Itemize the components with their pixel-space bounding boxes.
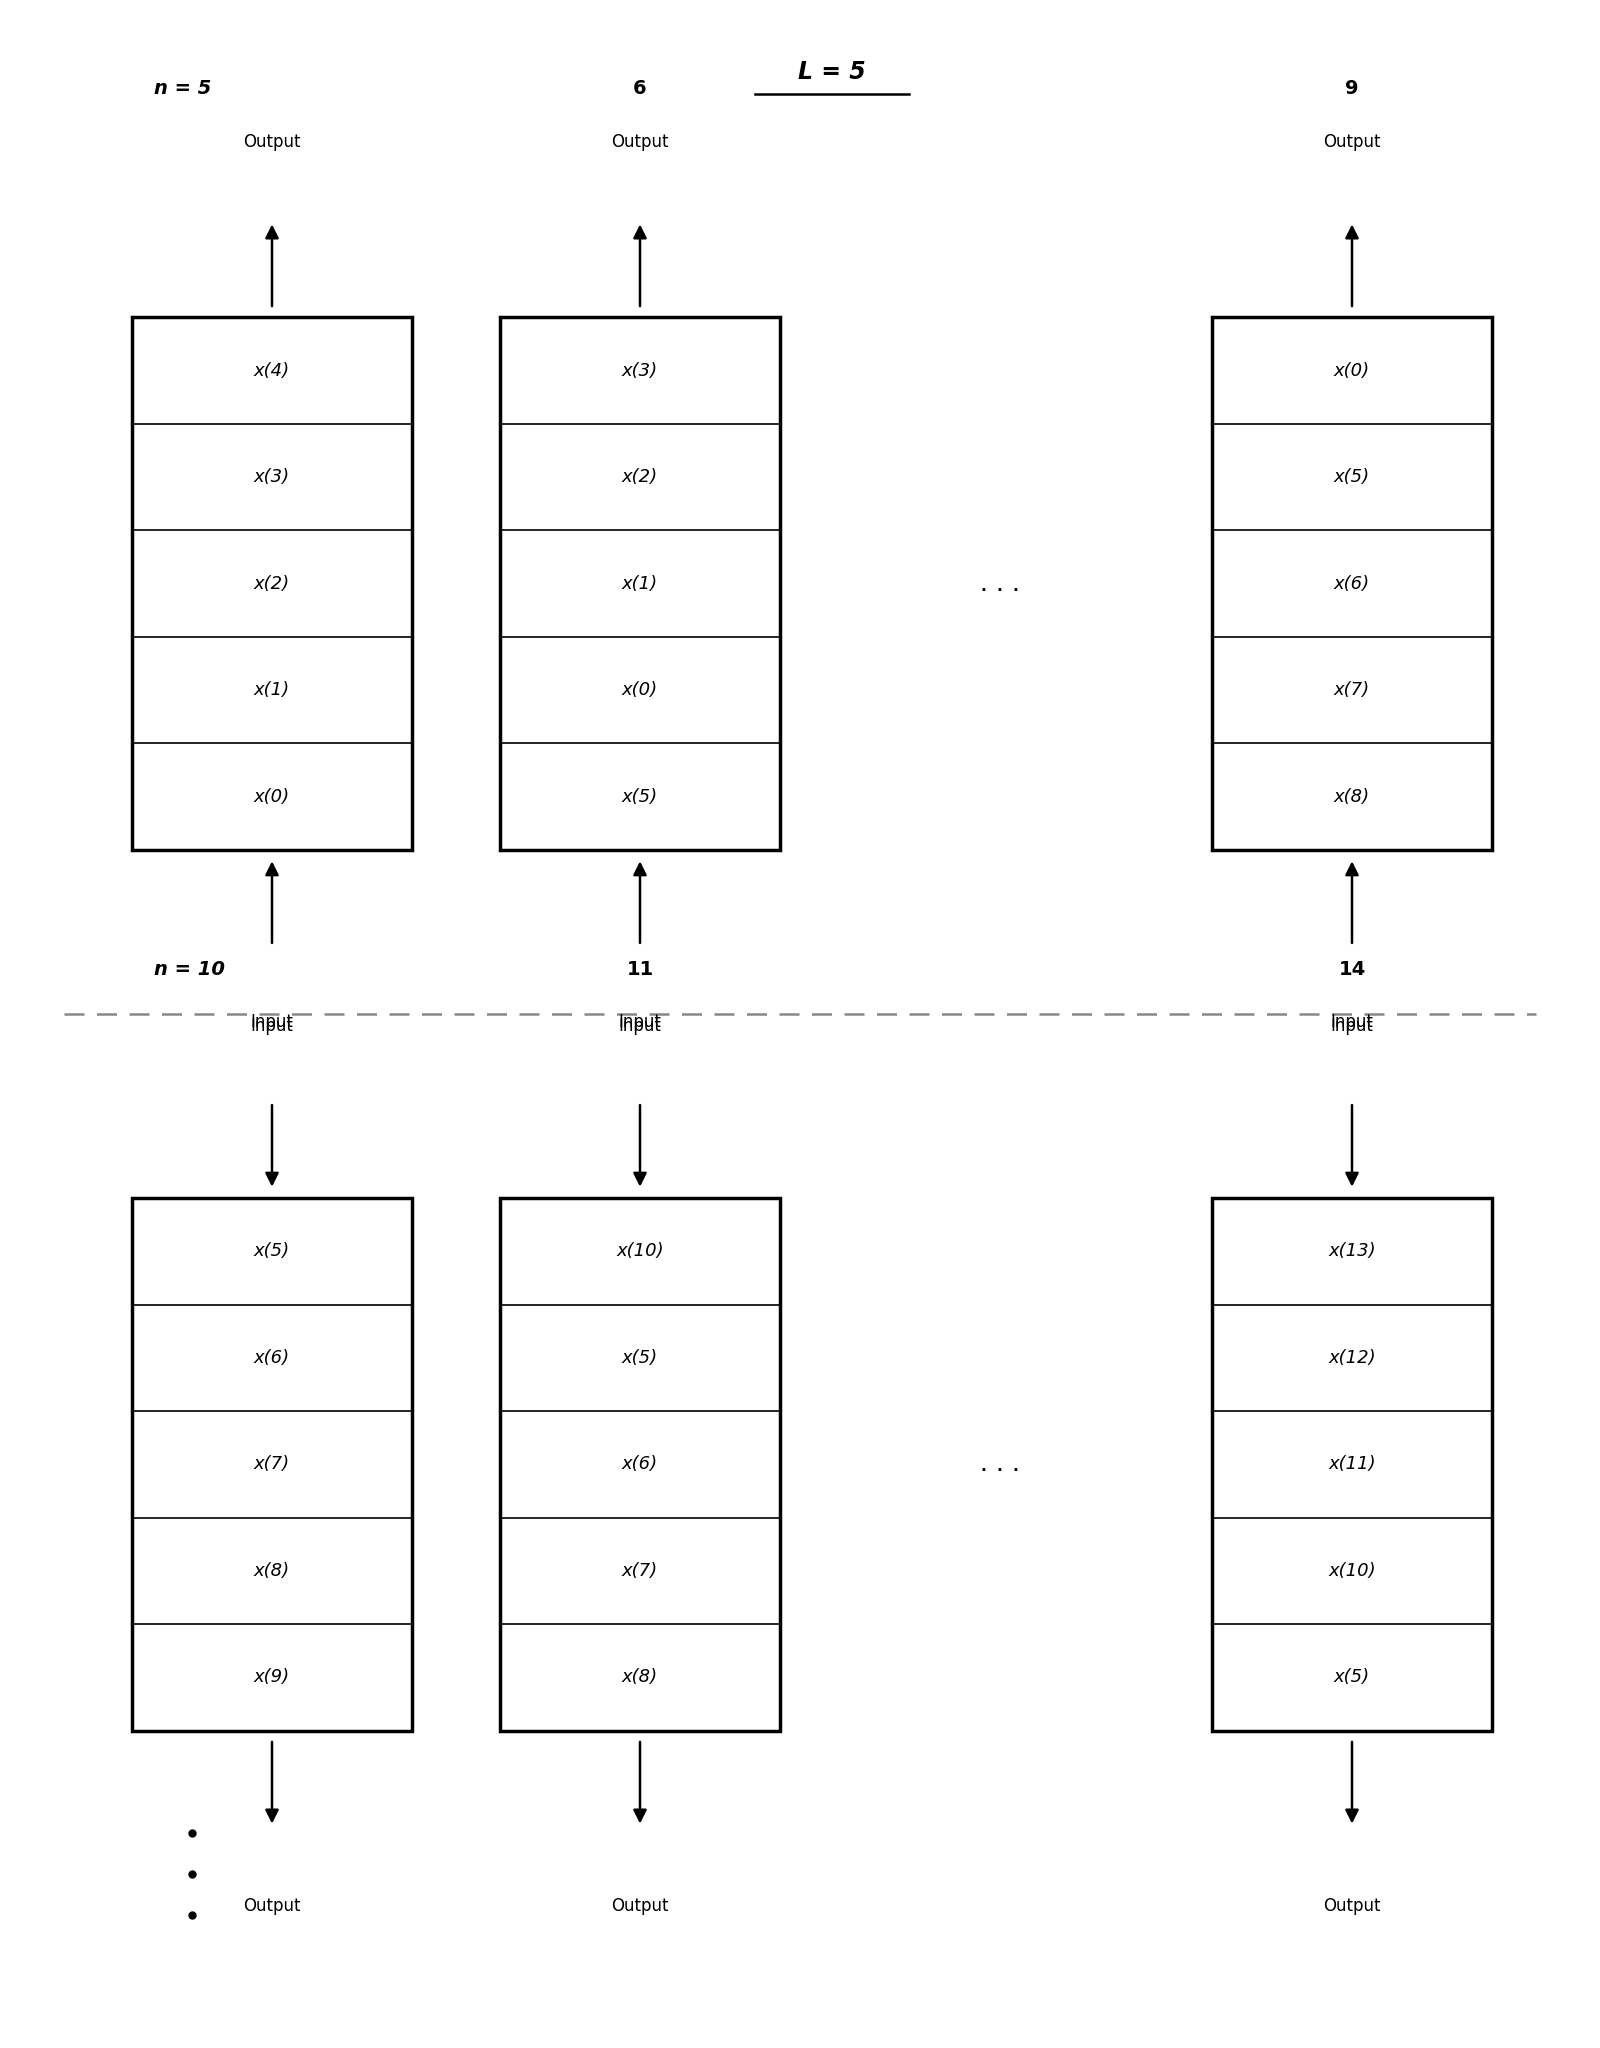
Text: x(3): x(3): [254, 469, 290, 485]
Text: Input: Input: [1331, 1014, 1373, 1032]
Bar: [133, 317, 413, 850]
Text: x(0): x(0): [254, 788, 290, 805]
Text: x(12): x(12): [1328, 1350, 1376, 1366]
Text: x(10): x(10): [1328, 1563, 1376, 1579]
Text: Input: Input: [251, 1016, 293, 1034]
Text: x(0): x(0): [622, 682, 658, 698]
Text: Output: Output: [611, 133, 669, 152]
Text: x(3): x(3): [622, 362, 658, 379]
Text: x(7): x(7): [1334, 682, 1370, 698]
Text: x(6): x(6): [1334, 575, 1370, 592]
Bar: [499, 317, 781, 850]
Text: x(5): x(5): [254, 1243, 290, 1260]
Bar: [133, 1198, 413, 1731]
Text: n = 5: n = 5: [155, 80, 211, 98]
Text: x(6): x(6): [254, 1350, 290, 1366]
Text: Output: Output: [1323, 133, 1381, 152]
Text: x(8): x(8): [622, 1669, 658, 1686]
Text: Input: Input: [1331, 1016, 1373, 1034]
Text: x(7): x(7): [254, 1456, 290, 1473]
Text: x(6): x(6): [622, 1456, 658, 1473]
Text: x(11): x(11): [1328, 1456, 1376, 1473]
Text: Input: Input: [619, 1016, 661, 1034]
Bar: [1213, 1198, 1491, 1731]
Text: . . .: . . .: [979, 1452, 1021, 1477]
Text: 11: 11: [626, 961, 654, 979]
Text: x(5): x(5): [622, 788, 658, 805]
Text: Output: Output: [243, 1896, 301, 1915]
Text: x(4): x(4): [254, 362, 290, 379]
Text: x(1): x(1): [254, 682, 290, 698]
Bar: [499, 1198, 781, 1731]
Text: n = 10: n = 10: [155, 961, 226, 979]
Text: 14: 14: [1338, 961, 1366, 979]
Text: x(2): x(2): [254, 575, 290, 592]
Text: x(8): x(8): [254, 1563, 290, 1579]
Text: x(5): x(5): [1334, 469, 1370, 485]
Bar: [1213, 317, 1491, 850]
Text: L = 5: L = 5: [798, 59, 866, 84]
Text: Input: Input: [619, 1014, 661, 1032]
Text: 9: 9: [1346, 80, 1358, 98]
Text: . . .: . . .: [979, 571, 1021, 596]
Text: Output: Output: [611, 1896, 669, 1915]
Text: Output: Output: [1323, 1896, 1381, 1915]
Text: x(5): x(5): [1334, 1669, 1370, 1686]
Text: x(10): x(10): [616, 1243, 664, 1260]
Text: x(5): x(5): [622, 1350, 658, 1366]
Text: x(13): x(13): [1328, 1243, 1376, 1260]
Text: x(1): x(1): [622, 575, 658, 592]
Text: x(7): x(7): [622, 1563, 658, 1579]
Text: x(9): x(9): [254, 1669, 290, 1686]
Text: Input: Input: [251, 1014, 293, 1032]
Text: x(8): x(8): [1334, 788, 1370, 805]
Text: x(2): x(2): [622, 469, 658, 485]
Text: x(0): x(0): [1334, 362, 1370, 379]
Text: 6: 6: [634, 80, 646, 98]
Text: Output: Output: [243, 133, 301, 152]
